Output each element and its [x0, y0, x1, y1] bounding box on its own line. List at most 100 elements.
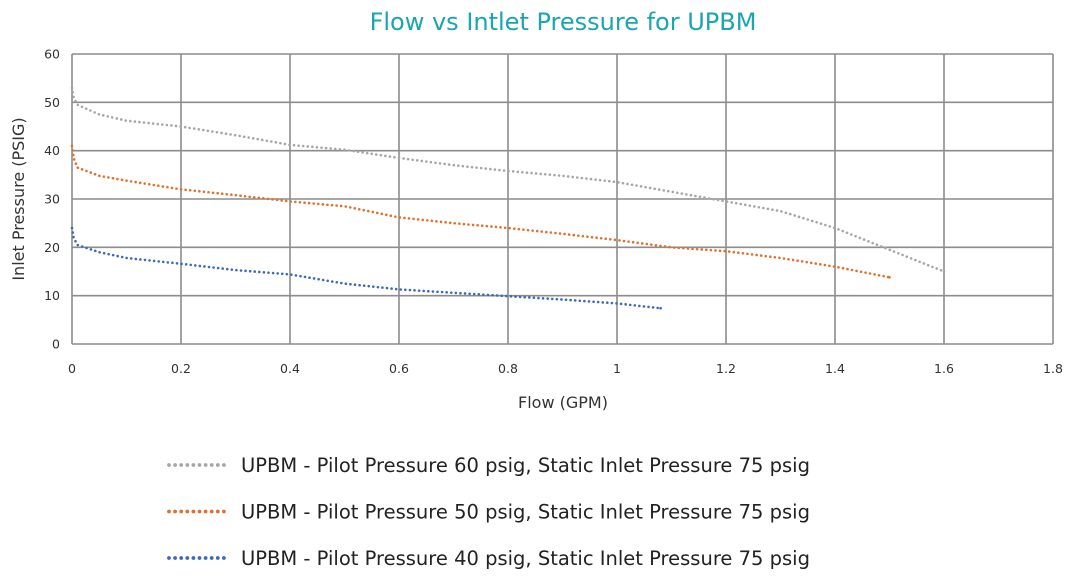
data-point	[93, 111, 96, 114]
data-point	[402, 157, 405, 160]
data-point	[239, 194, 242, 198]
data-point	[235, 268, 238, 272]
data-point	[406, 157, 410, 161]
data-point	[730, 201, 733, 204]
data-point	[603, 179, 607, 182]
data-point	[412, 217, 415, 221]
data-point	[508, 226, 512, 230]
data-point	[691, 247, 694, 251]
data-point	[787, 257, 790, 261]
data-point	[224, 132, 228, 135]
data-point	[192, 127, 196, 130]
legend-marker-dot	[209, 509, 214, 514]
data-point	[303, 275, 307, 279]
data-point	[619, 302, 623, 306]
data-point	[566, 175, 570, 178]
legend-marker-dot	[179, 556, 184, 560]
data-point	[540, 230, 544, 233]
data-point	[70, 144, 74, 148]
data-point	[888, 276, 891, 279]
data-point	[581, 234, 585, 238]
legend-marker	[167, 463, 226, 467]
data-point	[188, 189, 192, 192]
data-point	[275, 198, 279, 202]
data-point	[797, 215, 801, 219]
data-point	[461, 164, 465, 168]
data-point	[330, 280, 334, 283]
data-point	[686, 247, 690, 250]
data-point	[115, 117, 119, 120]
data-point	[712, 197, 715, 201]
data-point	[216, 191, 219, 195]
data-point	[732, 250, 736, 254]
data-point	[107, 252, 110, 256]
data-point	[471, 223, 475, 227]
data-point	[248, 269, 252, 273]
data-point	[330, 203, 334, 207]
data-point	[76, 166, 80, 170]
data-point	[431, 290, 435, 293]
data-point	[618, 239, 621, 242]
data-point	[110, 116, 114, 119]
data-point	[403, 216, 406, 220]
data-point	[514, 295, 517, 298]
data-point	[608, 179, 611, 183]
data-point	[850, 268, 854, 272]
data-point	[901, 253, 904, 257]
data-point	[183, 125, 187, 129]
data-point	[922, 262, 926, 265]
data-point	[129, 180, 133, 183]
data-point	[329, 147, 332, 150]
data-point	[339, 204, 343, 208]
legend-marker-dot	[167, 463, 171, 467]
data-point	[879, 245, 883, 248]
data-point	[596, 300, 600, 304]
legend-marker-dot	[179, 463, 184, 467]
data-point	[534, 172, 538, 175]
data-point	[225, 192, 229, 196]
data-point	[80, 168, 84, 171]
data-point	[270, 140, 273, 143]
data-point	[595, 236, 598, 240]
data-point	[709, 248, 713, 252]
data-point	[773, 255, 777, 259]
data-point	[356, 150, 360, 154]
data-point	[189, 263, 192, 267]
data-point	[420, 159, 424, 163]
data-point	[499, 226, 502, 229]
data-point	[445, 291, 448, 294]
legend-marker-dot	[215, 556, 220, 560]
data-point	[290, 273, 293, 276]
data-point	[498, 168, 501, 172]
data-point	[370, 152, 374, 156]
data-point	[102, 251, 106, 255]
data-point	[317, 277, 320, 281]
data-point	[590, 235, 594, 239]
data-point	[491, 293, 494, 297]
data-point	[577, 234, 580, 237]
data-point	[242, 135, 246, 139]
x-tick-labels: 0 0.2 0.4 0.6 0.8 1 1.2 1.4 1.6 1.8	[68, 361, 1063, 376]
data-point	[415, 159, 419, 162]
y-tick-label: 30	[44, 192, 60, 207]
legend-marker-dot	[167, 556, 171, 560]
data-point	[71, 91, 75, 94]
x-tick-label: 1.8	[1043, 361, 1063, 376]
data-point	[671, 190, 675, 194]
data-point	[72, 235, 75, 239]
data-point	[931, 265, 934, 269]
data-point	[266, 197, 270, 201]
data-point	[549, 231, 553, 234]
data-point	[333, 147, 337, 151]
data-point	[511, 170, 515, 173]
legend-marker-dot	[203, 509, 208, 514]
series-layer	[70, 86, 946, 310]
data-point	[188, 126, 191, 130]
data-point	[89, 171, 93, 174]
legend-marker-dot	[203, 463, 208, 467]
data-point	[180, 262, 183, 266]
data-point	[320, 146, 323, 149]
data-point	[615, 302, 618, 305]
data-point	[358, 283, 361, 287]
